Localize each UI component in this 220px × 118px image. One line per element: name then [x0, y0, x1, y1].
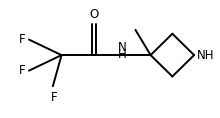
Text: O: O [90, 8, 99, 21]
Text: H: H [118, 48, 127, 61]
Text: F: F [19, 64, 26, 77]
Text: F: F [19, 33, 26, 46]
Text: F: F [51, 91, 57, 104]
Text: NH: NH [197, 49, 215, 62]
Text: N: N [118, 41, 127, 54]
